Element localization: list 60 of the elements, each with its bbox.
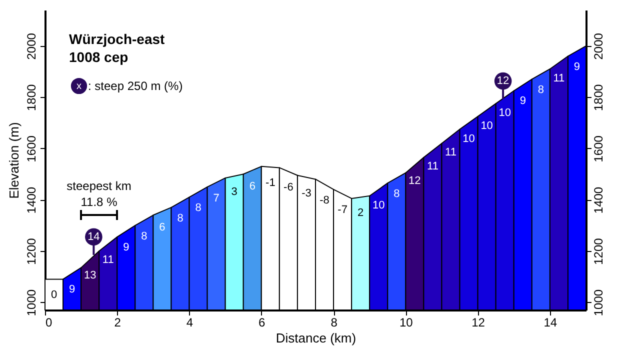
x-tick-label: 0 <box>46 316 52 330</box>
annotation: 10 <box>372 199 385 212</box>
annotation: 10 <box>462 132 475 145</box>
annotation: 6 <box>249 180 256 192</box>
annotation: 11 <box>445 146 456 158</box>
y2-tick-label: 1600 <box>592 135 606 162</box>
y-tick-label: 1400 <box>24 186 38 214</box>
annotation: 12 <box>496 75 510 88</box>
annotation: 8 <box>177 212 184 224</box>
annotation: 11.8 % <box>80 195 118 209</box>
annotation: 2 <box>358 207 364 220</box>
x-tick-label: 2 <box>114 316 122 330</box>
y2-tick-label: 2000 <box>592 32 606 60</box>
annotation: 3 <box>231 186 238 198</box>
x-tick-label: 4 <box>186 316 194 330</box>
annotation: 9 <box>574 61 580 74</box>
annotation: 14 <box>88 230 100 243</box>
y-tick-label: 1600 <box>24 135 38 162</box>
y2-tick-label: 1000 <box>592 289 606 316</box>
annotation: 11 <box>102 254 114 266</box>
x-tick-label: 8 <box>330 316 338 330</box>
annotation: 10 <box>498 107 511 120</box>
text: Würzjoch-east <box>69 31 166 47</box>
y-axis-title: Elevation (m) <box>6 122 22 199</box>
y-tick-label: 1800 <box>24 84 38 112</box>
annotation: -7 <box>338 204 348 216</box>
annotation: 8 <box>141 230 148 242</box>
annotation: x <box>76 81 82 92</box>
annotation: 8 <box>195 202 202 214</box>
annotation: 13 <box>84 269 96 282</box>
y2-tick-label: 1800 <box>592 84 606 112</box>
y2-tick-label: 1400 <box>592 186 606 214</box>
y2-tick-label: 1200 <box>592 238 606 265</box>
y-tick-label: 2000 <box>24 32 38 60</box>
annotation: 6 <box>159 221 166 234</box>
annotation: : steep 250 m (%) <box>88 79 183 93</box>
annotation: 8 <box>394 188 400 200</box>
annotation: 11 <box>553 72 565 85</box>
annotation: 9 <box>123 241 130 254</box>
x-tick-label: 6 <box>258 316 266 330</box>
x-axis-title: Distance (km) <box>276 330 356 346</box>
text: 1008 cep <box>69 49 128 65</box>
x-tick-label: 14 <box>544 316 558 330</box>
annotation: 8 <box>538 84 544 96</box>
annotation: 0 <box>50 289 58 302</box>
annotation: 11 <box>427 160 438 173</box>
y-tick-label: 1200 <box>24 238 38 265</box>
annotation: steepest km <box>66 179 132 193</box>
x-tick-label: 12 <box>472 316 486 330</box>
annotation: -6 <box>284 182 294 194</box>
annotation: 9 <box>68 284 76 296</box>
annotation: 12 <box>408 175 421 188</box>
annotation: -3 <box>302 187 312 200</box>
annotation: 10 <box>480 120 493 132</box>
y-tick-label: 1000 <box>24 289 38 316</box>
annotation: -1 <box>266 177 276 190</box>
x-tick-label: 10 <box>399 316 414 330</box>
annotation: 7 <box>213 192 220 205</box>
annotation: 9 <box>520 95 526 108</box>
annotation: -8 <box>320 194 330 206</box>
